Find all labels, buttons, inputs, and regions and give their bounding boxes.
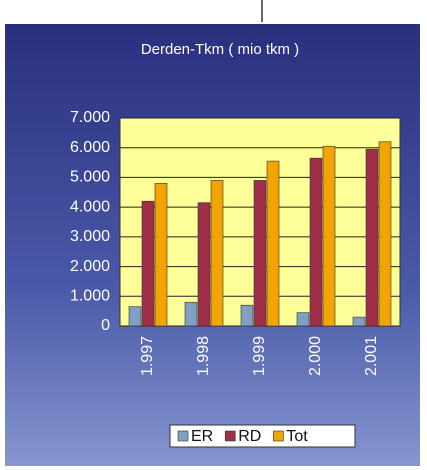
bar <box>365 148 379 327</box>
x-tick-label: 1.999 <box>251 336 268 376</box>
y-tick-label: 2.000 <box>70 258 110 275</box>
x-tick-label: 2.000 <box>307 336 324 376</box>
legend-label: Tot <box>286 428 308 445</box>
bar <box>154 183 168 327</box>
x-tick-label: 2.001 <box>363 336 380 376</box>
bar <box>253 180 267 327</box>
chart-title: Derden-Tkm ( mio tkm ) <box>141 41 299 58</box>
x-tick-label: 1.998 <box>195 336 212 376</box>
bar <box>210 180 224 327</box>
bar <box>296 312 310 327</box>
x-tick-label: 1.997 <box>139 336 156 376</box>
legend-label: ER <box>191 428 213 445</box>
bar <box>352 316 366 327</box>
y-tick-label: 1.000 <box>70 288 110 305</box>
legend-swatch <box>177 430 189 442</box>
bar <box>378 141 392 327</box>
bar <box>322 145 336 327</box>
legend-swatch <box>224 430 236 442</box>
bar <box>240 304 254 327</box>
bar <box>141 200 155 327</box>
y-tick-label: 7.000 <box>70 109 110 126</box>
bar <box>128 306 142 327</box>
bar <box>197 202 211 327</box>
y-tick-label: 3.000 <box>70 228 110 245</box>
bar <box>266 160 280 327</box>
y-tick-label: 0 <box>101 317 110 334</box>
y-tick-label: 4.000 <box>70 198 110 215</box>
bar <box>184 301 198 327</box>
bar <box>309 157 323 327</box>
y-tick-label: 6.000 <box>70 139 110 156</box>
legend-swatch <box>273 430 284 442</box>
y-tick-label: 5.000 <box>70 169 110 186</box>
legend-label: RD <box>238 428 261 445</box>
legend-box <box>169 424 356 448</box>
